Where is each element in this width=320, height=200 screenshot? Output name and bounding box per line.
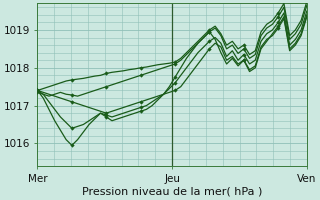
X-axis label: Pression niveau de la mer( hPa ): Pression niveau de la mer( hPa ) [82,187,262,197]
